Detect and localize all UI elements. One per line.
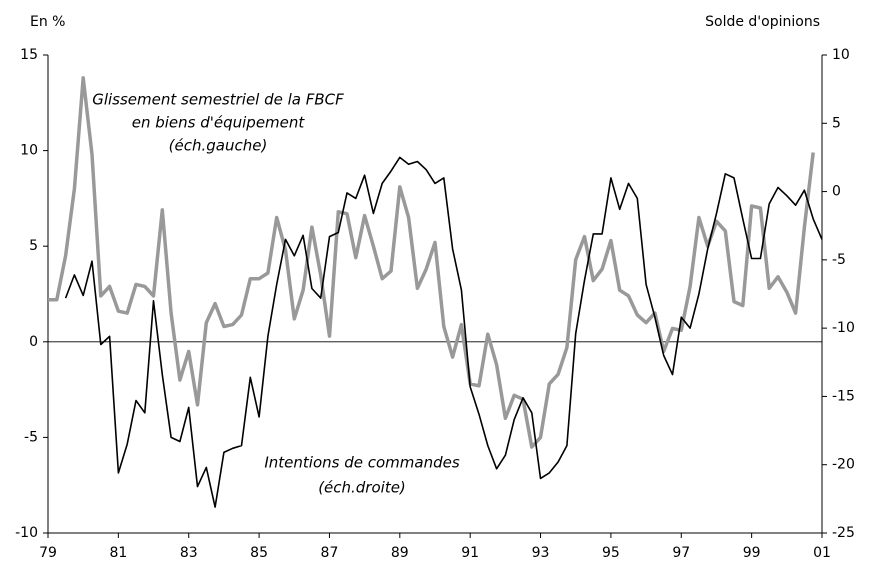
y-axis-label: En % <box>30 14 65 30</box>
x-tick-label: 79 <box>39 545 57 561</box>
y2-tick-label: -25 <box>832 525 855 541</box>
x-tick-label: 83 <box>180 545 198 561</box>
series-line <box>64 156 823 508</box>
annotation: (éch.droite) <box>318 479 406 497</box>
x-tick-label: 93 <box>532 545 550 561</box>
y2-tick-label: -15 <box>832 388 855 404</box>
y-tick-label: 10 <box>20 143 38 159</box>
y2-tick-label: 0 <box>832 184 841 200</box>
y2-tick-label: 10 <box>832 47 850 63</box>
y2-tick-label: 5 <box>832 115 841 131</box>
y2-tick-label: -20 <box>832 457 855 473</box>
y2-axis-label: Solde d'opinions <box>705 14 820 30</box>
x-tick-label: 97 <box>672 545 690 561</box>
y2-tick-label: -10 <box>832 320 855 336</box>
annotation: (éch.gauche) <box>169 137 268 155</box>
y-tick-label: 15 <box>20 47 38 63</box>
annotation: Glissement semestriel de la FBCF <box>92 91 344 109</box>
x-tick-label: 99 <box>743 545 761 561</box>
x-tick-label: 87 <box>321 545 339 561</box>
x-tick-label: 85 <box>250 545 268 561</box>
y2-tick-label: -5 <box>832 252 846 268</box>
y-tick-label: 5 <box>29 238 38 254</box>
y-tick-label: -10 <box>15 525 38 541</box>
y-tick-label: -5 <box>24 429 38 445</box>
x-tick-label: 01 <box>813 545 831 561</box>
annotation: Intentions de commandes <box>264 454 459 472</box>
y-tick-label: 0 <box>29 334 38 350</box>
series-line <box>48 76 815 449</box>
x-tick-label: 81 <box>109 545 127 561</box>
x-tick-label: 91 <box>461 545 479 561</box>
x-tick-label: 89 <box>391 545 409 561</box>
x-tick-label: 95 <box>602 545 620 561</box>
annotation: en biens d'équipement <box>132 114 306 132</box>
